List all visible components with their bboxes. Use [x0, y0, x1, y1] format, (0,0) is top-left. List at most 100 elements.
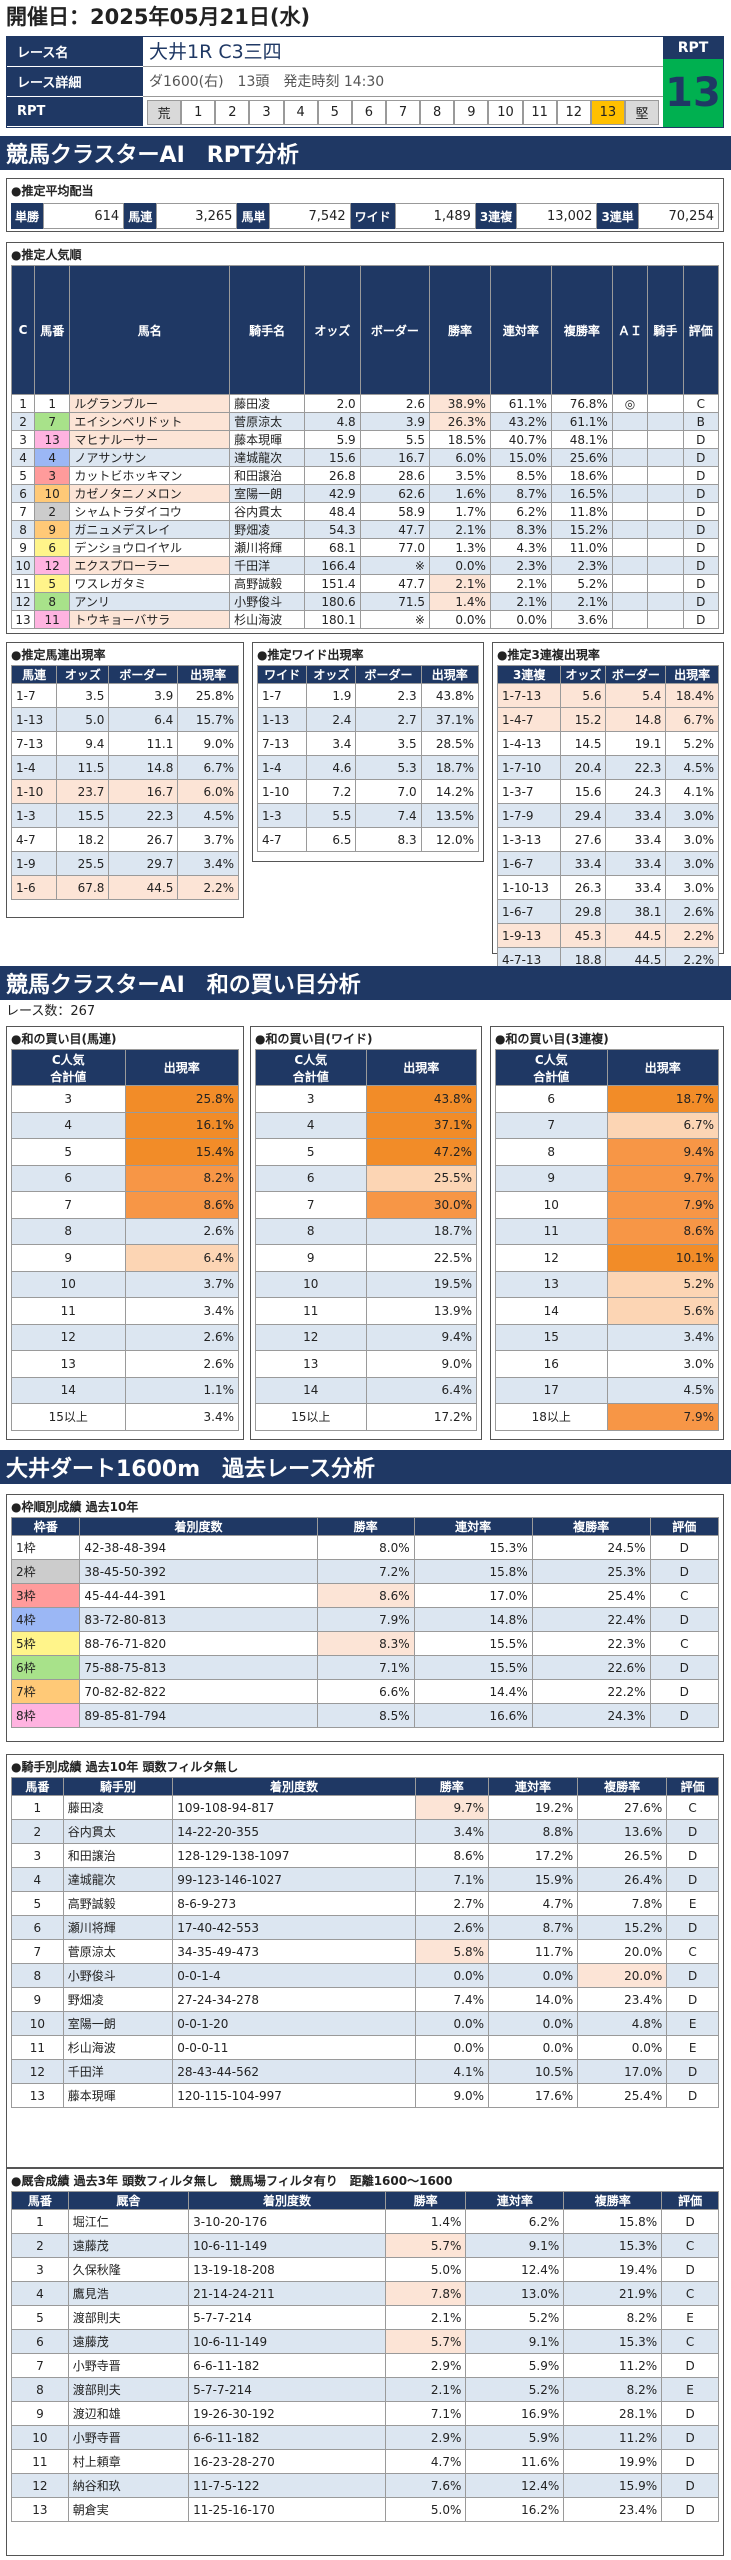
kyusha-header-cell: 評価 — [661, 2191, 719, 2210]
wa_wide-rate: 9.4% — [365, 1323, 477, 1351]
jockey-header-cell: 連対率 — [487, 1777, 579, 1796]
wide-cell: 6.5 — [306, 827, 357, 852]
pop-cell: D — [682, 484, 720, 503]
jockey-cell: 0.0% — [414, 1963, 490, 1988]
jockey-cell: 10 — [11, 2011, 64, 2036]
pop-cell: 18.5% — [428, 430, 491, 449]
pop-cell — [647, 574, 684, 593]
table-row: 12 9.4% — [255, 1323, 477, 1351]
jockey-cell: 2 — [11, 1819, 64, 1844]
waku-header-cell: 勝率 — [316, 1517, 415, 1536]
rpt-scale-cell: 13 — [590, 100, 625, 125]
table-row: 15以上 17.2% — [255, 1403, 477, 1431]
table-row: 3 43.8% — [255, 1085, 477, 1113]
waku-cell: 1枠 — [10, 1535, 81, 1560]
pop-cell: D — [682, 574, 720, 593]
sanrenpuku-title: ●推定3連複出現率 — [497, 647, 600, 662]
kyusha-cell: 13-19-18-208 — [188, 2257, 386, 2282]
wa_umaren-sum: 4 — [11, 1111, 126, 1139]
table-row: 3 25.8% — [11, 1085, 239, 1113]
waku-header-cell: 連対率 — [413, 1517, 533, 1536]
pop-cell — [611, 430, 649, 449]
pop-cell — [611, 574, 649, 593]
wa_3puku-rate: 8.6% — [606, 1217, 719, 1245]
umaren-cell: 25.5 — [56, 851, 110, 876]
wide-cell: 14.2% — [420, 779, 480, 804]
umaren-cell: 1-7 — [10, 683, 58, 708]
jockey-cell: E — [666, 2011, 719, 2036]
jockey-cell: 99-123-146-1027 — [172, 1867, 416, 1892]
table-row: 16 3.0% — [495, 1350, 719, 1378]
kyusha-cell: 12 — [11, 2473, 69, 2498]
jockey-cell: 9.7% — [414, 1795, 490, 1820]
payout-box: ●推定平均配当 単勝 614 馬連 3,265 馬単 7,542 ワイド 1,489 3連複 13… — [6, 178, 724, 232]
wa_umaren-rate: 8.6% — [124, 1191, 239, 1219]
pop-cell: ワスレガタミ — [69, 574, 231, 593]
jockey-cell: 120-115-104-997 — [172, 2083, 416, 2108]
jockey-cell: 17.0% — [577, 2059, 668, 2084]
kyusha-cell: 2.1% — [384, 2305, 467, 2330]
section-wa-analysis: 競馬クラスターAI 和の買い目分析 — [0, 966, 731, 1000]
pop-cell — [611, 502, 649, 521]
pop-cell: 5 — [10, 466, 36, 485]
sanrenpuku-cell: 19.1 — [605, 731, 667, 756]
jockey-header-cell: 馬番 — [11, 1777, 64, 1796]
waku-header-row: 枠番 着別度数 勝率 連対率 複勝率 評価 — [10, 1517, 720, 1536]
wide-cell: 5.3 — [355, 755, 422, 780]
pop-cell: 4 — [10, 448, 36, 467]
table-row: 17 4.5% — [495, 1376, 719, 1404]
wa_3puku-header-rate: 出現率 — [606, 1049, 719, 1086]
pop-cell: 5.9 — [304, 430, 361, 449]
pop-cell: 77.0 — [359, 538, 430, 557]
wa_3puku-h2: 合計値 — [533, 1069, 570, 1084]
kyusha-cell: 13 — [11, 2497, 69, 2522]
table-row: 9 22.5% — [255, 1244, 477, 1272]
umaren-header-cell: オッズ — [56, 665, 110, 684]
pop-cell: 1.4% — [428, 592, 491, 611]
payout-value: 3,265 — [156, 203, 238, 229]
sanrenpuku-cell: 33.4 — [605, 803, 667, 828]
wide-title: ●推定ワイド出現率 — [257, 647, 364, 662]
pop-cell: ※ — [359, 610, 430, 629]
table-row: 3 和田譲治 128-129-138-1097 8.6% 17.2% 26.5% D — [11, 1843, 719, 1868]
jockey-cell: D — [666, 1987, 719, 2012]
table-row: 7枠 70-82-82-822 6.6% 14.4% 22.2% D — [10, 1679, 720, 1704]
table-row: 1-10 23.7 16.7 6.0% — [10, 779, 239, 804]
pop-cell: D — [682, 502, 720, 521]
wa_3puku-sum: 15 — [495, 1323, 608, 1351]
kyusha-cell: 朝倉実 — [67, 2497, 190, 2522]
kyusha-cell: 渡部則夫 — [67, 2305, 190, 2330]
wa_wide-sum: 10 — [255, 1270, 367, 1298]
kyusha-cell: 6 — [11, 2329, 69, 2354]
pop-cell: 2.1% — [428, 574, 491, 593]
wide-cell: 13.5% — [420, 803, 480, 828]
wide-cell: 3.4 — [306, 731, 357, 756]
pop-header-cell: 評価 — [682, 265, 720, 395]
jockey-cell: 13.6% — [577, 1819, 668, 1844]
sanrenpuku-cell: 1-4-7 — [496, 707, 562, 732]
pop-cell: 4 — [34, 448, 71, 467]
wa_wide-rate: 18.7% — [365, 1217, 477, 1245]
pop-cell: 10 — [34, 484, 71, 503]
table-row: 13 5.2% — [495, 1270, 719, 1298]
umaren-cell: 1-10 — [10, 779, 58, 804]
wa_umaren-rate: 2.6% — [124, 1350, 239, 1378]
waku-cell: D — [649, 1679, 720, 1704]
payout-value: 7,542 — [269, 203, 351, 229]
wa_wide-header-cpop: C人気 合計値 — [255, 1049, 367, 1086]
table-row: 5 15.4% — [11, 1138, 239, 1166]
pop-cell: 2.3% — [550, 556, 613, 575]
pop-cell: シャムトラダイコウ — [69, 502, 231, 521]
pop-cell: 5.5 — [359, 430, 430, 449]
umaren-cell: 6.7% — [177, 755, 239, 780]
kyusha-cell: 小野寺晋 — [67, 2353, 190, 2378]
table-row: 4 16.1% — [11, 1111, 239, 1139]
kyusha-cell: 遠藤茂 — [67, 2329, 190, 2354]
kyusha-cell: 4 — [11, 2281, 69, 2306]
table-row: 7 小野寺晋 6-6-11-182 2.9% 5.9% 11.2% D — [11, 2353, 719, 2378]
pop-cell: 15.2% — [550, 520, 613, 539]
pop-header-cell: 馬番 — [34, 265, 71, 395]
wa_umaren-rate: 1.1% — [124, 1376, 239, 1404]
pop-header-cell: 勝率 — [428, 265, 491, 395]
table-row: 12 千田洋 28-43-44-562 4.1% 10.5% 17.0% D — [11, 2059, 719, 2084]
